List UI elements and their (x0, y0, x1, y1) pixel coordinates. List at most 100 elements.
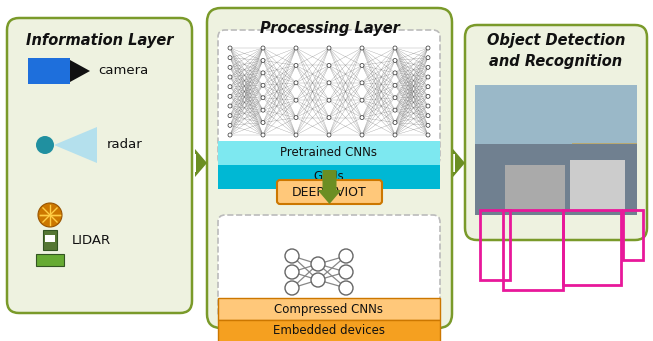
Bar (218, 165, 440, 189)
Text: LIDAR: LIDAR (72, 234, 111, 247)
Circle shape (228, 56, 232, 60)
Circle shape (339, 249, 353, 263)
Bar (475, 85, 637, 144)
Circle shape (393, 96, 397, 100)
Circle shape (393, 83, 397, 87)
Circle shape (393, 133, 397, 137)
Circle shape (360, 98, 364, 102)
Bar (218, 298, 440, 320)
Text: GPUs: GPUs (313, 170, 344, 183)
Circle shape (426, 65, 430, 69)
Circle shape (228, 123, 232, 127)
FancyBboxPatch shape (218, 30, 440, 165)
Circle shape (393, 46, 397, 50)
Circle shape (426, 85, 430, 89)
Circle shape (327, 98, 331, 102)
Bar (503, 210, 563, 290)
Bar (505, 165, 565, 210)
FancyBboxPatch shape (207, 8, 452, 328)
Circle shape (294, 98, 298, 102)
Circle shape (311, 257, 325, 271)
Circle shape (294, 81, 298, 85)
Circle shape (360, 81, 364, 85)
Circle shape (261, 83, 265, 87)
Circle shape (426, 46, 430, 50)
Circle shape (261, 46, 265, 50)
FancyBboxPatch shape (7, 18, 192, 313)
Circle shape (36, 136, 54, 154)
Circle shape (38, 203, 62, 227)
Circle shape (261, 108, 265, 112)
Circle shape (261, 96, 265, 100)
Polygon shape (195, 149, 207, 177)
Circle shape (285, 265, 299, 279)
Circle shape (327, 46, 331, 50)
Circle shape (327, 116, 331, 120)
Polygon shape (453, 149, 465, 177)
Text: Information Layer: Information Layer (25, 32, 173, 47)
Circle shape (327, 133, 331, 137)
Polygon shape (54, 127, 97, 163)
Circle shape (339, 265, 353, 279)
Text: Processing Layer: Processing Layer (259, 20, 400, 35)
FancyBboxPatch shape (218, 215, 440, 320)
Polygon shape (70, 60, 90, 82)
Bar (563, 210, 621, 285)
Circle shape (228, 85, 232, 89)
Bar (475, 144, 637, 215)
Circle shape (426, 75, 430, 79)
Circle shape (228, 75, 232, 79)
Text: Pretrained CNNs: Pretrained CNNs (281, 147, 377, 160)
Circle shape (294, 133, 298, 137)
Circle shape (426, 94, 430, 98)
Text: DEEP-EVIOT: DEEP-EVIOT (292, 186, 367, 198)
Circle shape (327, 63, 331, 68)
Bar (28, 58, 70, 84)
Circle shape (261, 121, 265, 124)
Bar (475, 144, 524, 166)
Circle shape (426, 104, 430, 108)
Polygon shape (317, 170, 342, 204)
Circle shape (228, 104, 232, 108)
Bar (45, 238, 55, 242)
Circle shape (339, 281, 353, 295)
Text: Object Detection
and Recognition: Object Detection and Recognition (487, 33, 625, 69)
Circle shape (228, 46, 232, 50)
Circle shape (294, 46, 298, 50)
FancyBboxPatch shape (277, 180, 382, 204)
Circle shape (426, 56, 430, 60)
Bar (570, 160, 625, 210)
Bar (218, 320, 440, 341)
Circle shape (360, 116, 364, 120)
Circle shape (285, 249, 299, 263)
Circle shape (261, 133, 265, 137)
Text: Embedded devices: Embedded devices (273, 325, 385, 338)
Circle shape (228, 114, 232, 118)
Circle shape (426, 114, 430, 118)
Circle shape (360, 46, 364, 50)
Circle shape (261, 58, 265, 62)
Circle shape (426, 133, 430, 137)
Bar (36, 254, 64, 266)
Bar (218, 141, 440, 165)
Bar (623, 210, 643, 260)
Circle shape (285, 281, 299, 295)
Circle shape (426, 123, 430, 127)
Bar (45, 235, 55, 238)
Circle shape (393, 121, 397, 124)
Circle shape (228, 65, 232, 69)
Circle shape (261, 71, 265, 75)
Text: Compressed CNNs: Compressed CNNs (274, 302, 383, 315)
Bar (572, 144, 637, 160)
Bar (480, 210, 510, 280)
Circle shape (228, 94, 232, 98)
Circle shape (360, 63, 364, 68)
Circle shape (294, 116, 298, 120)
Circle shape (393, 108, 397, 112)
Text: radar: radar (107, 138, 143, 151)
Circle shape (311, 273, 325, 287)
Circle shape (393, 71, 397, 75)
Circle shape (327, 81, 331, 85)
Bar (43, 230, 57, 250)
Circle shape (393, 58, 397, 62)
